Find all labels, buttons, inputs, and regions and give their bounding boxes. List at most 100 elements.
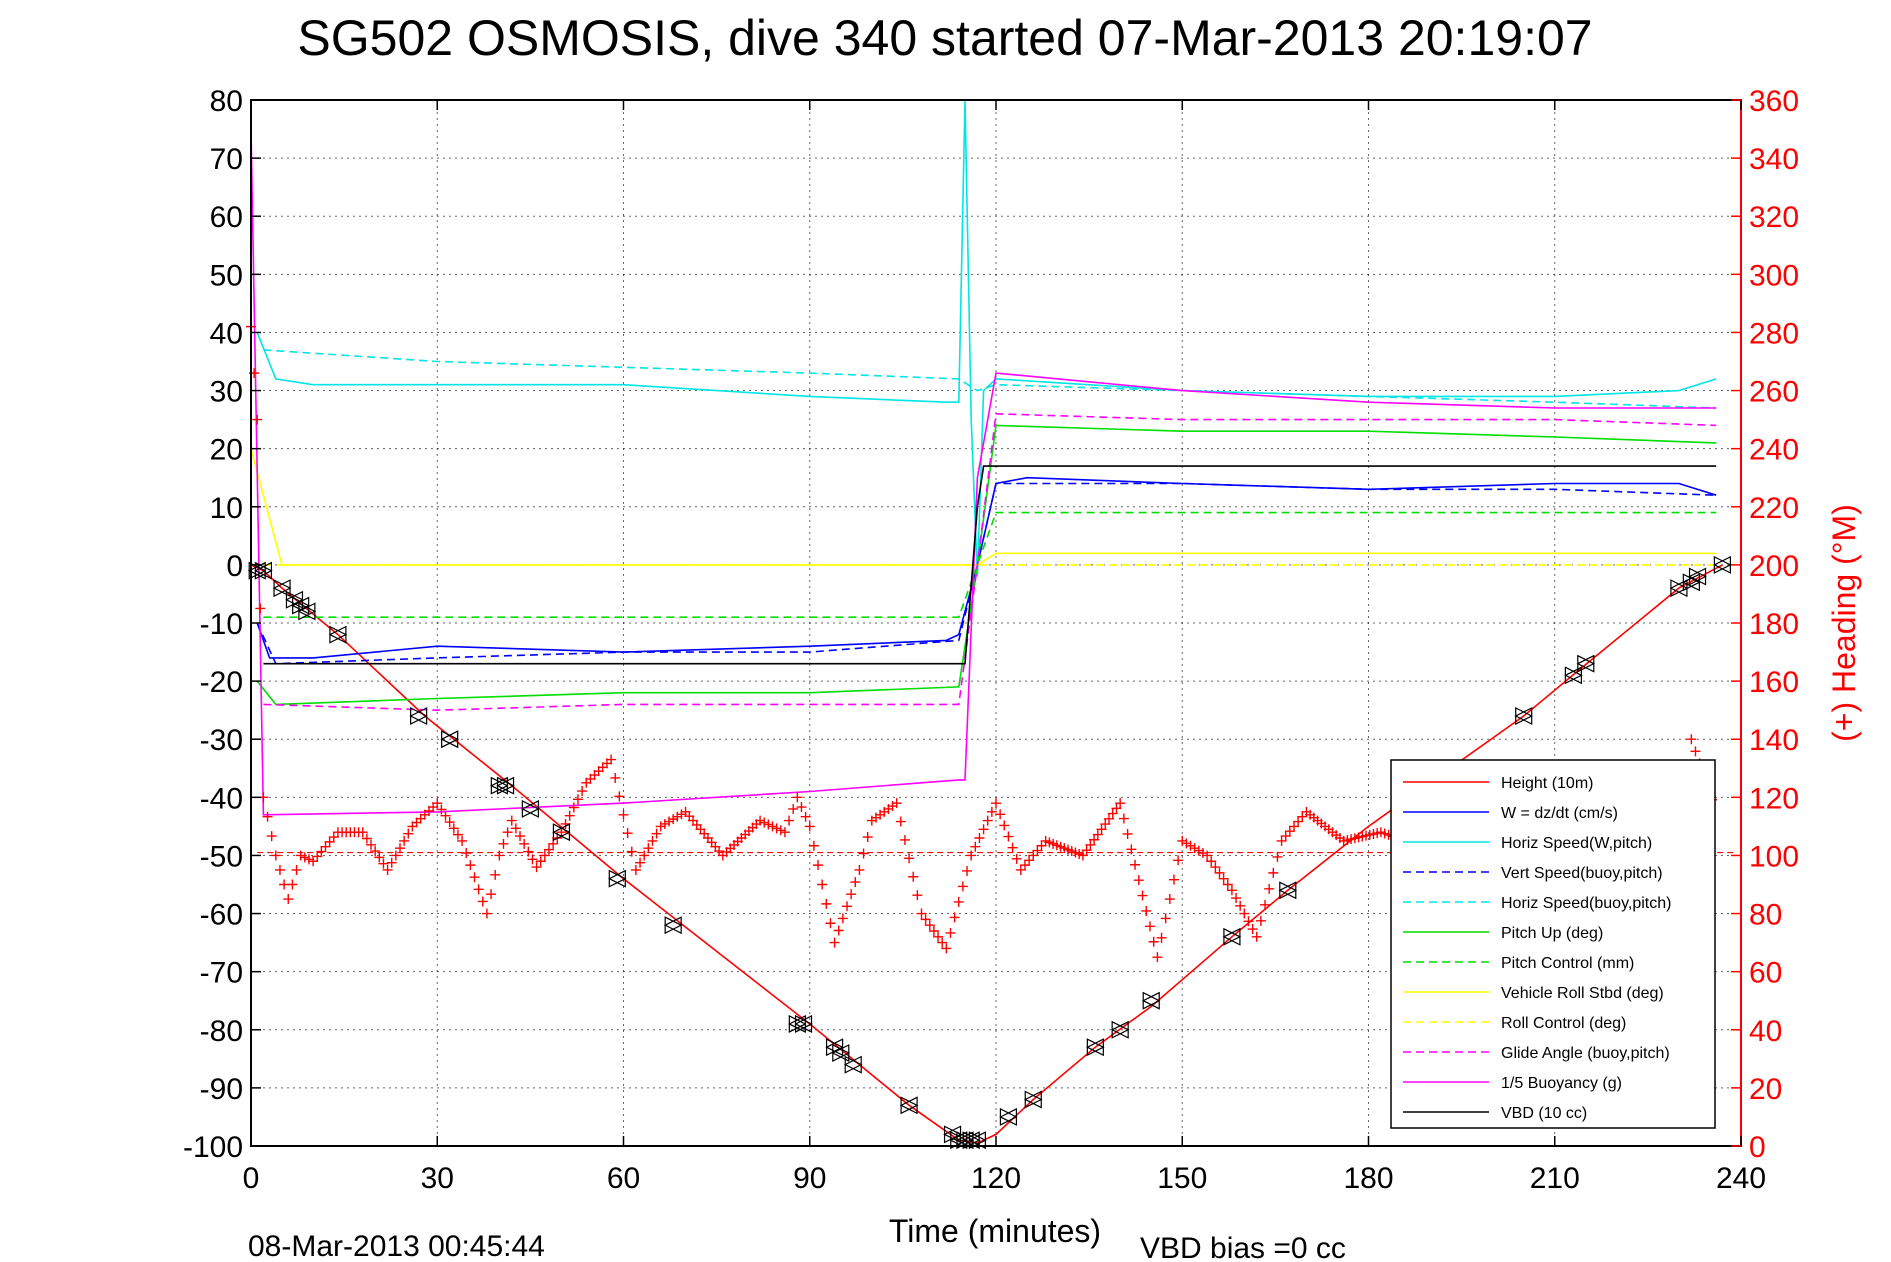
heading-point — [846, 889, 857, 900]
heading-point — [1264, 883, 1275, 894]
heading-point — [1115, 798, 1126, 809]
x-tick-label: 150 — [1157, 1162, 1207, 1195]
heading-point — [510, 823, 521, 834]
heading-point — [1015, 864, 1026, 875]
heading-point — [1007, 842, 1018, 853]
heading-point — [1003, 831, 1014, 842]
heading-point — [1103, 813, 1114, 824]
x-tick-label: 240 — [1716, 1162, 1766, 1195]
heading-point — [1222, 879, 1233, 890]
heading-point — [792, 792, 803, 803]
y-tick-label-left: 10 — [210, 492, 243, 525]
heading-point — [1280, 831, 1291, 842]
heading-point — [1243, 916, 1254, 927]
y-tick-label-left: -70 — [200, 957, 243, 990]
heading-point — [1036, 840, 1047, 851]
depth-marker — [552, 823, 571, 842]
heading-point — [473, 884, 484, 895]
depth-marker — [949, 1131, 969, 1150]
heading-point — [274, 864, 285, 875]
heading-point — [891, 798, 902, 809]
heading-point — [622, 828, 633, 839]
y-tick-label-left: -80 — [200, 1015, 243, 1048]
y-tick-label-right: 360 — [1749, 85, 1799, 118]
heading-point — [506, 815, 517, 826]
depth-marker — [1564, 666, 1583, 685]
heading-point — [995, 809, 1006, 820]
legend-label: VBD (10 cc) — [1501, 1105, 1587, 1122]
depth-marker — [787, 1014, 807, 1033]
heading-point — [1686, 734, 1697, 745]
heading-point — [639, 850, 650, 861]
depth-marker — [961, 1131, 981, 1150]
x-tick-label: 60 — [607, 1162, 640, 1195]
heading-point — [308, 856, 319, 867]
heading-point — [842, 901, 852, 912]
heading-point — [771, 823, 782, 834]
y-tick-label-right: 0 — [1749, 1131, 1766, 1164]
heading-point — [328, 832, 339, 843]
heading-point — [837, 913, 848, 924]
depth-marker — [1085, 1038, 1105, 1057]
heading-point — [1144, 921, 1155, 932]
depth-marker — [899, 1096, 919, 1115]
heading-point — [1202, 850, 1213, 861]
depth-marker — [328, 625, 348, 644]
depth-marker — [291, 596, 311, 615]
y-tick-label-left: 30 — [210, 376, 243, 409]
y-tick-label-left: 60 — [210, 201, 243, 234]
heading-point — [916, 908, 927, 919]
heading-point — [763, 819, 774, 830]
heading-point — [1148, 936, 1159, 947]
heading-point — [299, 852, 310, 863]
heading-point — [572, 794, 583, 805]
heading-point — [535, 856, 546, 867]
heading-point — [953, 896, 964, 907]
heading-point — [610, 772, 621, 783]
y-tick-label-right: 240 — [1749, 434, 1799, 467]
heading-point — [1210, 862, 1221, 873]
depth-marker — [663, 916, 683, 935]
depth-marker — [1713, 555, 1732, 574]
heading-point — [1096, 824, 1107, 835]
heading-point — [904, 853, 915, 864]
heading-point — [986, 806, 997, 817]
depth-marker — [843, 1055, 863, 1074]
depth-marker — [521, 799, 540, 818]
y-tick-label-left: -60 — [200, 899, 243, 932]
y-tick-label-left: 0 — [226, 550, 243, 583]
y-tick-label-left: -40 — [200, 782, 243, 815]
heading-point — [1177, 835, 1188, 846]
heading-point — [630, 864, 641, 875]
heading-point — [320, 841, 331, 852]
heading-point — [784, 815, 795, 826]
heading-point — [779, 827, 790, 838]
heading-point — [527, 854, 538, 865]
heading-point — [858, 848, 869, 859]
heading-point — [303, 854, 314, 865]
heading-point — [461, 848, 472, 859]
depth-marker — [247, 561, 267, 580]
heading-point — [432, 798, 443, 809]
series-vert-speed-buoy-pitch — [256, 482, 1717, 665]
heading-point — [1690, 746, 1701, 757]
heading-point — [1019, 860, 1030, 871]
heading-point — [1011, 853, 1022, 864]
heading-point — [1173, 855, 1184, 866]
heading-point — [283, 894, 294, 905]
heading-point — [796, 802, 807, 813]
x-tick-label: 90 — [793, 1162, 826, 1195]
heading-point — [962, 865, 973, 876]
heading-point — [966, 850, 977, 861]
heading-point — [1085, 839, 1096, 850]
heading-point — [531, 862, 542, 873]
depth-marker — [825, 1038, 844, 1057]
heading-point — [672, 811, 683, 822]
y-tick-label-right: 180 — [1749, 608, 1799, 641]
depth-marker — [1110, 1020, 1130, 1039]
heading-point — [1218, 873, 1229, 884]
depth-marker — [440, 730, 460, 749]
heading-point — [457, 835, 468, 846]
heading-point — [395, 843, 405, 854]
heading-point — [1214, 867, 1225, 878]
